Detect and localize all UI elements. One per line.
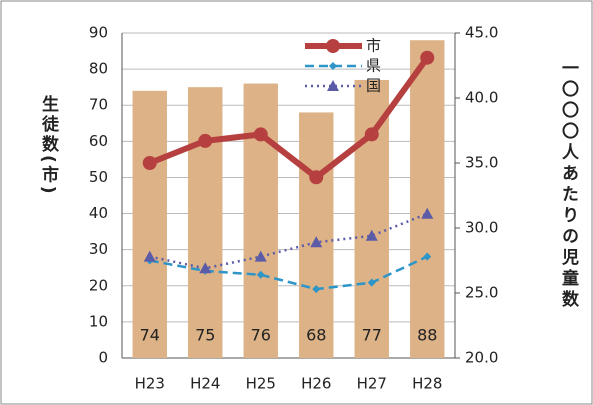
value-label: 68 [306, 326, 326, 345]
x-tick-label: H28 [412, 375, 442, 393]
line-marker [420, 50, 435, 65]
bar [354, 79, 389, 358]
y-tick-label: 10 [89, 312, 108, 330]
x-tick-label: H23 [135, 375, 165, 393]
line-marker [364, 127, 379, 142]
line-marker [254, 250, 267, 262]
legend-label: 市 [366, 37, 381, 55]
y-tick-label: 20 [89, 276, 108, 294]
y2-tick-label: 30.0 [465, 219, 498, 237]
value-label: 75 [195, 326, 215, 345]
y-axis-label: 生徒数(市) [38, 94, 60, 197]
value-label: 88 [417, 326, 437, 345]
line-marker [198, 133, 213, 148]
x-tick-label: H24 [190, 375, 220, 393]
y-tick-label: 90 [89, 24, 108, 42]
value-label: 77 [362, 326, 382, 345]
legend-label: 国 [366, 77, 381, 95]
line-marker [143, 250, 156, 262]
x-tick-label: H27 [357, 375, 387, 393]
x-tick-label: H25 [246, 375, 276, 393]
line-marker [326, 39, 340, 53]
y2-tick-label: 40.0 [465, 89, 498, 107]
line-marker [309, 170, 324, 185]
line-marker [367, 278, 376, 287]
line-marker [312, 285, 321, 294]
bar [299, 112, 334, 358]
y2-axis-label: 一〇〇〇人あたりの児童数 [558, 59, 580, 311]
value-label: 76 [251, 326, 271, 345]
y2-tick-label: 45.0 [465, 24, 498, 42]
line-marker [423, 252, 432, 261]
line-marker [365, 229, 378, 241]
line-marker [253, 127, 268, 142]
line-marker [329, 62, 337, 70]
y-tick-label: 70 [89, 96, 108, 114]
line-marker [421, 207, 434, 219]
y-tick-label: 30 [89, 240, 108, 258]
y2-tick-label: 35.0 [465, 154, 498, 172]
y2-tick-label: 25.0 [465, 284, 498, 302]
line-marker [310, 236, 323, 248]
y2-tick-label: 20.0 [465, 349, 498, 367]
y-tick-label: 0 [98, 349, 108, 367]
y-tick-label: 60 [89, 132, 108, 150]
line [148, 55, 430, 182]
line-marker [256, 270, 265, 279]
bar [188, 87, 223, 359]
value-label: 74 [140, 326, 160, 345]
line-marker [199, 262, 212, 274]
bar [132, 90, 167, 359]
line-marker [327, 80, 339, 91]
bar [243, 83, 278, 359]
x-tick-label: H26 [301, 375, 331, 393]
bar [410, 40, 445, 358]
y-tick-label: 40 [89, 204, 108, 222]
y-tick-label: 80 [89, 60, 108, 78]
line [149, 255, 428, 291]
y-tick-label: 50 [89, 168, 108, 186]
legend-label: 県 [366, 57, 381, 75]
line-marker [142, 156, 157, 170]
